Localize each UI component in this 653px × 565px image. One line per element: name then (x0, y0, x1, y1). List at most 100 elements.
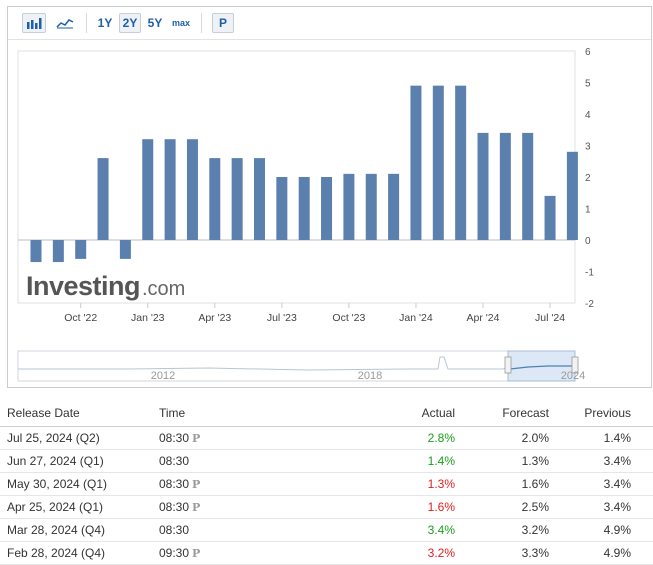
time-cell-wrap: 09:30 P (159, 542, 200, 564)
data-bar[interactable] (186, 139, 198, 240)
data-bar[interactable] (566, 151, 578, 240)
data-bar[interactable] (522, 132, 534, 240)
previous-cell: 1.4% (603, 431, 631, 445)
x-tick-label: Apr '24 (467, 312, 500, 324)
y-tick-label: 0 (585, 236, 591, 247)
navigator-left-handle[interactable] (504, 356, 512, 374)
release-date-cell: Jun 27, 2024 (Q1) (7, 454, 104, 468)
x-tick-label: Jul '24 (535, 312, 565, 324)
data-bar[interactable] (499, 132, 511, 240)
forecast-cell: 1.3% (521, 454, 549, 468)
range-max-button[interactable]: max (171, 18, 190, 28)
data-bar[interactable] (388, 173, 400, 240)
time-cell: 08:30 (159, 500, 190, 514)
time-cell: 08:30 (159, 431, 190, 445)
data-bar[interactable] (410, 85, 422, 241)
header-actual: Actual (421, 406, 455, 420)
previous-cell: 3.4% (603, 500, 631, 514)
y-tick-label: 6 (585, 47, 591, 58)
watermark-suffix: .com (142, 278, 185, 300)
watermark-brand: Investing (26, 271, 140, 301)
time-cell: 08:30 (159, 454, 190, 468)
time-cell: 09:30 (159, 546, 190, 560)
actual-cell: 3.4% (427, 523, 455, 537)
history-table: Release Date Time Actual Forecast Previo… (0, 400, 653, 565)
chart-toolbar: 1Y 2Y 5Y max P (8, 7, 651, 40)
data-bar[interactable] (276, 177, 288, 240)
release-date-cell: Jul 25, 2024 (Q2) (7, 431, 100, 445)
bar-chart-icon[interactable] (22, 13, 46, 33)
table-row: Mar 28, 2024 (Q4) 08:30 3.4% 3.2% 4.9% (0, 519, 653, 542)
header-forecast: Forecast (502, 406, 549, 420)
data-bar[interactable] (455, 85, 467, 241)
range-navigator[interactable]: 2012 2018 2024 (17, 350, 585, 382)
previous-cell: 3.4% (603, 477, 631, 491)
range-1y-button[interactable]: 1Y (97, 16, 113, 30)
area-chart-icon[interactable] (52, 13, 78, 33)
actual-cell: 1.4% (427, 454, 455, 468)
forecast-cell: 2.5% (521, 500, 549, 514)
x-tick-label: Jan '23 (131, 312, 165, 324)
time-cell-wrap: 08:30 P (159, 473, 200, 495)
data-bar[interactable] (75, 240, 87, 259)
investing-watermark: Investing .com (26, 271, 185, 301)
table-row: Jun 27, 2024 (Q1) 08:30 1.4% 1.3% 3.4% (0, 450, 653, 473)
navigator-label: 2012 (151, 370, 175, 382)
range-5y-button[interactable]: 5Y (147, 16, 163, 30)
data-bar[interactable] (298, 177, 310, 240)
data-bar[interactable] (231, 158, 243, 240)
x-tick-label: Jul '23 (267, 312, 297, 324)
table-row: May 30, 2024 (Q1) 08:30 P 1.3% 1.6% 3.4% (0, 473, 653, 496)
data-bar[interactable] (432, 85, 444, 241)
forecast-cell: 3.2% (521, 523, 549, 537)
time-cell: 08:30 (159, 523, 190, 537)
header-previous: Previous (584, 406, 631, 420)
header-release-date: Release Date (7, 406, 80, 420)
forecast-cell: 1.6% (521, 477, 549, 491)
data-bar[interactable] (343, 173, 355, 240)
previous-cell: 4.9% (603, 546, 631, 560)
data-bar[interactable] (365, 173, 377, 240)
time-cell-wrap: 08:30 P (159, 496, 200, 518)
data-bar[interactable] (209, 158, 221, 240)
y-tick-label: 5 (585, 79, 591, 90)
data-bar[interactable] (544, 195, 556, 240)
table-row: Apr 25, 2024 (Q1) 08:30 P 1.6% 2.5% 3.4% (0, 496, 653, 519)
data-bar[interactable] (477, 132, 489, 240)
y-tick-label: 3 (585, 142, 591, 153)
toolbar-divider (86, 13, 87, 33)
data-bar[interactable] (254, 158, 265, 240)
data-bar[interactable] (164, 139, 176, 240)
table-header: Release Date Time Actual Forecast Previo… (0, 400, 653, 427)
forecast-cell: 2.0% (521, 431, 549, 445)
actual-cell: 2.8% (427, 431, 455, 445)
preliminary-icon: P (192, 546, 201, 560)
release-date-cell: Apr 25, 2024 (Q1) (7, 500, 104, 514)
previous-cell: 4.9% (603, 523, 631, 537)
table-row: Jul 25, 2024 (Q2) 08:30 P 2.8% 2.0% 1.4% (0, 427, 653, 450)
data-bar[interactable] (30, 240, 42, 263)
bar-chart: 6 5 4 3 2 1 0 -1 -2 Oct '22 Jan '23 Apr '23 Jul '23… (17, 47, 594, 382)
data-bar[interactable] (119, 240, 131, 259)
range-2y-button[interactable]: 2Y (119, 13, 141, 33)
data-bar[interactable] (97, 158, 109, 240)
preliminary-icon: P (192, 500, 201, 514)
p-button[interactable]: P (212, 13, 234, 33)
preliminary-icon: P (192, 431, 201, 445)
x-tick-label: Oct '22 (64, 312, 97, 324)
navigator-label: 2024 (561, 370, 585, 382)
actual-cell: 3.2% (427, 546, 455, 560)
data-bar[interactable] (142, 139, 154, 240)
navigator-right-handle[interactable] (571, 356, 579, 374)
release-date-cell: May 30, 2024 (Q1) (7, 477, 108, 491)
data-bar[interactable] (321, 177, 333, 240)
forecast-cell: 3.3% (521, 546, 549, 560)
table-row: Feb 28, 2024 (Q4) 09:30 P 3.2% 3.3% 4.9% (0, 542, 653, 565)
previous-cell: 3.4% (603, 454, 631, 468)
time-cell: 08:30 (159, 477, 190, 491)
time-cell-wrap: 08:30 P (159, 427, 200, 449)
data-bar[interactable] (52, 240, 64, 263)
y-tick-label: 4 (585, 110, 591, 121)
x-tick-label: Jan '24 (399, 312, 433, 324)
preliminary-icon: P (192, 477, 201, 491)
